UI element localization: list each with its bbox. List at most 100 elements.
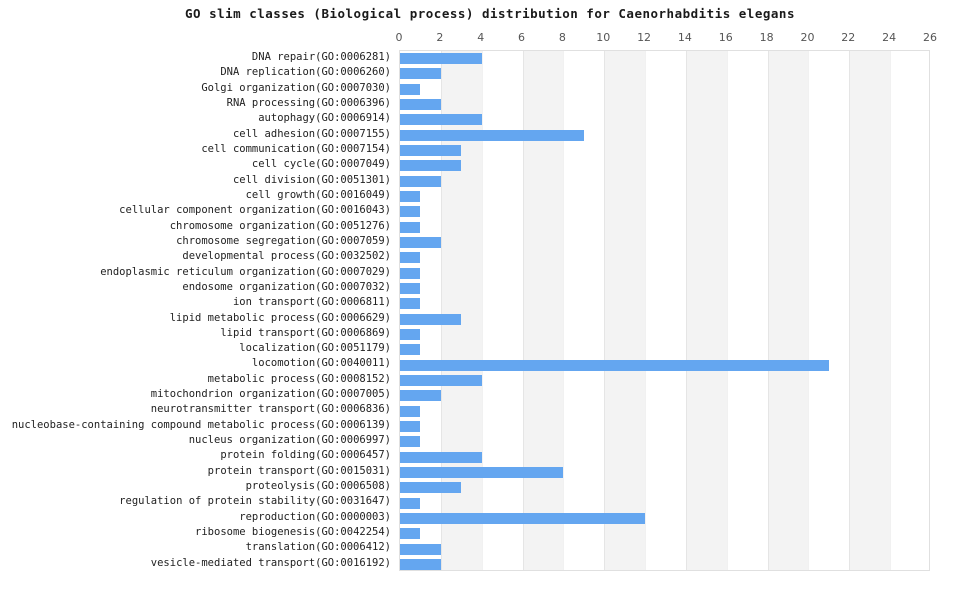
category-label: developmental process(GO:0032502) [182,250,391,263]
category-label: Golgi organization(GO:0007030) [201,81,391,94]
bar [400,374,482,386]
category-label: DNA replication(GO:0006260) [220,66,391,79]
bar [400,145,462,157]
bar [400,482,462,494]
y-axis-category-labels: DNA repair(GO:0006281) DNA replication(GO… [0,50,391,571]
gridline [890,51,892,570]
plot-band [808,51,849,570]
plot-band [849,51,891,570]
bar [400,298,421,310]
category-label: nucleus organization(GO:0006997) [188,434,391,447]
bar [400,267,421,279]
bar [400,237,441,249]
category-label: autophagy(GO:0006914) [258,112,391,125]
gridline [645,51,647,570]
bar [400,313,462,325]
gridline [604,51,606,570]
plot-band [890,51,931,570]
category-label: nucleobase-containing compound metabolic… [11,418,391,431]
x-tick-label: 26 [923,31,937,44]
x-tick-label: 2 [436,31,444,44]
bar [400,191,421,203]
bar [400,160,462,172]
bar [400,68,441,80]
category-label: neurotransmitter transport(GO:0006836) [150,403,391,416]
category-label: ion transport(GO:0006811) [232,296,391,309]
category-label: protein folding(GO:0006457) [220,449,391,462]
category-label: metabolic process(GO:0008152) [207,372,391,385]
category-label: cell communication(GO:0007154) [201,142,391,155]
category-label: DNA repair(GO:0006281) [251,51,391,63]
bar [400,497,421,509]
x-tick-label: 0 [395,31,403,44]
x-tick-label: 6 [518,31,526,44]
gridline [685,51,687,570]
bar [400,175,441,187]
plot-band [685,51,727,570]
x-tick-label: 4 [477,31,485,44]
category-label: RNA processing(GO:0006396) [226,96,391,109]
bar [400,328,421,340]
bar [400,206,421,218]
bar [400,543,441,555]
bar [400,221,421,233]
x-axis: 0 2 4 6 8 10 12 14 16 18 20 22 24 26 [395,31,938,47]
category-label: cell growth(GO:0016049) [245,188,391,201]
plot-band [604,51,646,570]
category-label: translation(GO:0006412) [245,541,391,554]
x-tick-label: 16 [718,31,733,44]
category-label: localization(GO:0051179) [239,342,391,355]
bar [400,436,421,448]
gridline [767,51,769,570]
bar [400,252,421,264]
chart-title: GO slim classes (Biological process) dis… [185,6,795,21]
category-label: cell adhesion(GO:0007155) [232,127,391,140]
bar [400,451,482,463]
category-label: cellular component organization(GO:00160… [119,204,391,217]
bar [400,512,646,524]
category-label: proteolysis(GO:0006508) [245,480,391,493]
plot-band [645,51,686,570]
category-label: protein transport(GO:0015031) [207,464,391,477]
category-label: mitochondrion organization(GO:0007005) [150,388,391,401]
x-tick-label: 10 [596,31,611,44]
bar [400,99,441,111]
gridline [440,51,442,570]
bar [400,558,441,570]
bar [400,420,421,432]
category-label: endosome organization(GO:0007032) [182,280,391,293]
gridline [849,51,851,570]
category-label: lipid metabolic process(GO:0006629) [169,311,391,324]
plot-band [727,51,768,570]
category-label: cell division(GO:0051301) [232,173,391,186]
bar [400,390,441,402]
bar [400,405,421,417]
x-tick-label: 24 [882,31,897,44]
category-label: vesicle-mediated transport(GO:0016192) [150,556,391,569]
category-label: reproduction(GO:0000003) [239,510,391,523]
category-label: ribosome biogenesis(GO:0042254) [195,526,391,539]
category-label: lipid transport(GO:0006869) [220,326,391,339]
bar [400,283,421,294]
x-tick-label: 12 [637,31,652,44]
category-label: endoplasmic reticulum organization(GO:00… [100,265,391,278]
x-tick-label: 18 [759,31,774,44]
gridline [808,51,810,570]
bar [400,129,584,141]
gridline [726,51,728,570]
bar [400,528,421,540]
bar [400,83,421,95]
gridline [522,51,524,570]
category-label: cell cycle(GO:0007049) [251,158,391,171]
bar [400,53,482,65]
bar [400,359,829,371]
category-label: locomotion(GO:0040011) [251,357,391,370]
bar [400,466,564,478]
x-tick-label: 14 [677,31,692,44]
bar [400,344,421,356]
x-tick-label: 8 [558,31,566,44]
bar [400,114,482,126]
gridline [481,51,483,570]
x-tick-label: 22 [841,31,856,44]
